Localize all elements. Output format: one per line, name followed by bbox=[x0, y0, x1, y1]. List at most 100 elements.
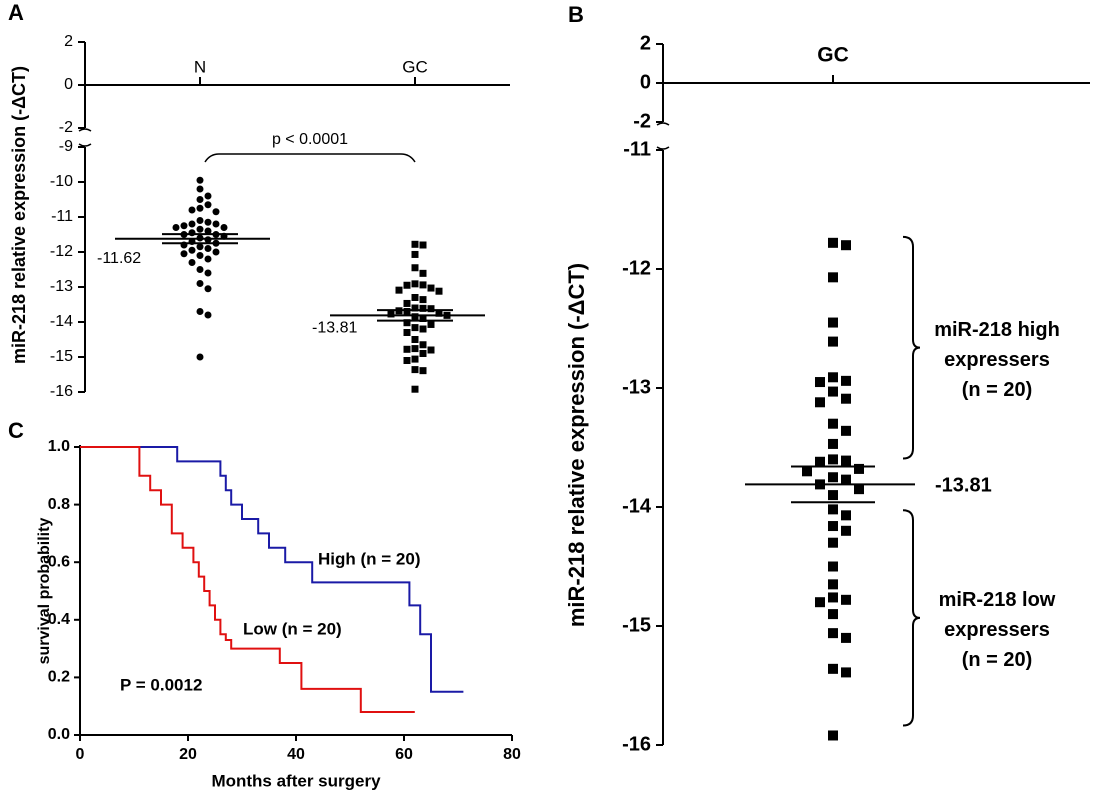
y-tick-label: 1.0 bbox=[48, 438, 70, 455]
data-point bbox=[204, 227, 212, 235]
data-point bbox=[828, 579, 838, 590]
axis-break bbox=[656, 146, 670, 150]
data-point bbox=[411, 385, 419, 393]
y-tick-label: 0.4 bbox=[48, 611, 70, 628]
axis-break bbox=[656, 122, 670, 126]
y-tick-label: 0.2 bbox=[48, 669, 70, 686]
data-point bbox=[435, 309, 443, 317]
data-point bbox=[427, 284, 435, 292]
data-point bbox=[403, 281, 411, 289]
x-tick-label: 0 bbox=[76, 746, 85, 763]
data-point bbox=[828, 521, 838, 532]
mean-label: -11.62 bbox=[97, 250, 141, 267]
data-point bbox=[196, 353, 204, 361]
data-point bbox=[828, 592, 838, 603]
data-point bbox=[220, 224, 228, 231]
data-point bbox=[411, 304, 419, 312]
significance-bracket bbox=[204, 153, 416, 163]
data-point bbox=[196, 243, 204, 251]
y-tick-label: -15 bbox=[50, 348, 73, 365]
y-axis-label: miR-218 relative expression (-ΔCT) bbox=[9, 66, 29, 364]
data-point bbox=[196, 217, 204, 224]
y-tick-label: -14 bbox=[622, 495, 652, 517]
data-point bbox=[196, 252, 204, 259]
data-point bbox=[841, 594, 851, 605]
y-tick-label: 0.6 bbox=[48, 553, 70, 570]
data-point bbox=[212, 220, 220, 228]
y-tick-label: -11 bbox=[623, 138, 651, 160]
data-point bbox=[411, 355, 419, 363]
series-label: High (n = 20) bbox=[318, 549, 420, 568]
data-point bbox=[403, 319, 411, 327]
p-value: P = 0.0012 bbox=[120, 675, 202, 694]
p-value: p < 0.0001 bbox=[272, 131, 348, 148]
data-point bbox=[411, 294, 419, 301]
data-point bbox=[411, 280, 419, 288]
y-tick-label: -12 bbox=[622, 257, 651, 279]
y-tick-label: 2 bbox=[64, 33, 73, 50]
data-point bbox=[419, 241, 427, 249]
data-point bbox=[419, 341, 427, 349]
data-point bbox=[828, 504, 838, 515]
data-point bbox=[828, 237, 838, 248]
y-axis-label: survival probability bbox=[36, 518, 53, 665]
x-tick-label: 60 bbox=[395, 746, 413, 763]
data-point bbox=[815, 377, 825, 388]
data-point bbox=[403, 299, 411, 307]
data-point bbox=[854, 463, 864, 474]
data-point bbox=[196, 176, 204, 184]
data-point bbox=[212, 208, 220, 216]
data-point bbox=[841, 425, 851, 436]
data-point bbox=[403, 308, 411, 315]
data-point bbox=[196, 225, 204, 233]
survival-curve bbox=[80, 446, 464, 693]
panel-label: A bbox=[8, 0, 24, 25]
data-point bbox=[841, 240, 851, 251]
data-point bbox=[204, 285, 212, 293]
data-point bbox=[828, 418, 838, 429]
data-point bbox=[411, 250, 419, 258]
data-point bbox=[828, 272, 838, 283]
data-point bbox=[841, 667, 851, 678]
axis-break bbox=[78, 143, 92, 147]
data-point bbox=[841, 525, 851, 536]
data-point bbox=[828, 537, 838, 548]
data-point bbox=[419, 304, 427, 312]
data-point bbox=[828, 663, 838, 674]
y-tick-label: -14 bbox=[50, 313, 73, 330]
bracket-label: miR-218 high bbox=[934, 319, 1060, 341]
data-point bbox=[204, 218, 212, 226]
y-tick-label: -10 bbox=[50, 173, 73, 190]
data-point bbox=[411, 336, 419, 343]
data-point bbox=[841, 375, 851, 386]
data-point bbox=[419, 315, 427, 322]
x-tick-label: GC bbox=[402, 57, 428, 76]
data-point bbox=[188, 259, 196, 266]
data-point bbox=[419, 269, 427, 277]
data-point bbox=[188, 246, 196, 254]
data-point bbox=[204, 245, 212, 252]
x-tick-label: GC bbox=[817, 44, 849, 67]
data-point bbox=[188, 220, 196, 228]
y-tick-label: -12 bbox=[50, 243, 73, 260]
x-axis-label: Months after surgery bbox=[211, 771, 381, 790]
data-point bbox=[828, 454, 838, 465]
data-point bbox=[196, 308, 204, 315]
data-point bbox=[196, 280, 204, 287]
bracket-label: miR-218 low bbox=[939, 589, 1056, 611]
data-point bbox=[815, 456, 825, 467]
data-point bbox=[403, 329, 411, 336]
data-point bbox=[419, 296, 427, 304]
data-point bbox=[411, 313, 419, 321]
bracket-label: expressers bbox=[944, 619, 1050, 641]
data-point bbox=[188, 206, 196, 214]
data-point bbox=[841, 510, 851, 521]
data-point bbox=[411, 366, 419, 374]
y-tick-label: -9 bbox=[59, 138, 73, 155]
data-point bbox=[828, 561, 838, 572]
y-tick-label: -2 bbox=[59, 119, 73, 136]
x-tick-label: 80 bbox=[503, 746, 521, 763]
data-point bbox=[204, 192, 212, 200]
y-tick-label: -16 bbox=[50, 383, 73, 400]
data-point bbox=[411, 264, 419, 272]
